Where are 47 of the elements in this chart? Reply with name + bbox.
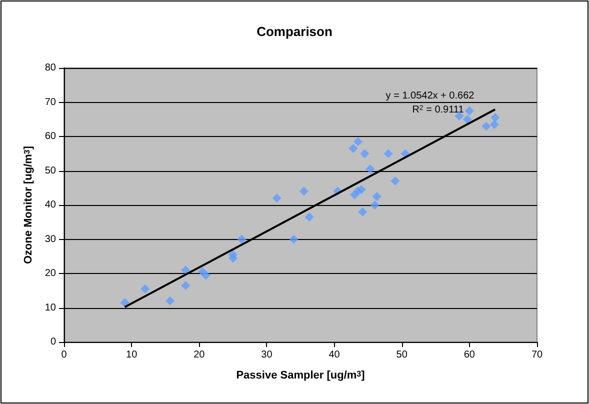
y-tick-label: 20: [44, 268, 56, 279]
y-tick-label: 80: [44, 62, 56, 74]
y-tick-label: 0: [50, 336, 56, 348]
point: [372, 192, 382, 201]
y-axis-title: Ozone Monitor [ug/m3]: [22, 146, 34, 264]
point: [482, 122, 491, 131]
point: [356, 185, 366, 194]
x-tick-label: 70: [531, 350, 543, 360]
point: [464, 106, 474, 116]
point: [490, 120, 499, 130]
point: [272, 194, 282, 203]
y-tick-label: 10: [44, 302, 56, 314]
y-tick-label: 60: [44, 131, 56, 142]
x-tick-label: 30: [261, 350, 273, 360]
y-tick-label: 40: [44, 200, 56, 210]
y-tick-label: 50: [44, 165, 56, 176]
point: [228, 254, 238, 263]
x-tick-label: 20: [194, 350, 206, 360]
x-tick-label: 60: [464, 350, 476, 360]
point: [166, 296, 175, 306]
point: [120, 298, 130, 308]
annotation: y = 1.0542x + 0.662: [386, 90, 475, 102]
point: [370, 200, 380, 210]
x-tick-label: 50: [396, 350, 408, 360]
point: [353, 137, 362, 146]
x-tick-label: 0: [61, 350, 68, 360]
point: [181, 266, 190, 275]
point: [384, 149, 393, 158]
y-tick-label: 70: [44, 96, 56, 108]
point: [358, 207, 368, 216]
x-tick-label: 40: [328, 350, 340, 360]
point: [140, 284, 150, 294]
point: [360, 149, 370, 158]
point: [237, 234, 246, 244]
point: [299, 186, 308, 196]
point: [304, 212, 314, 222]
point: [201, 270, 210, 280]
point: [289, 234, 298, 244]
point: [348, 144, 358, 153]
point: [390, 176, 400, 186]
point: [366, 164, 375, 174]
y-tick-label: 30: [44, 234, 56, 245]
x-tick-label: 10: [126, 350, 138, 360]
point: [462, 114, 472, 124]
point: [181, 280, 190, 290]
chart-title: Comparison: [256, 24, 332, 39]
point: [490, 113, 500, 122]
